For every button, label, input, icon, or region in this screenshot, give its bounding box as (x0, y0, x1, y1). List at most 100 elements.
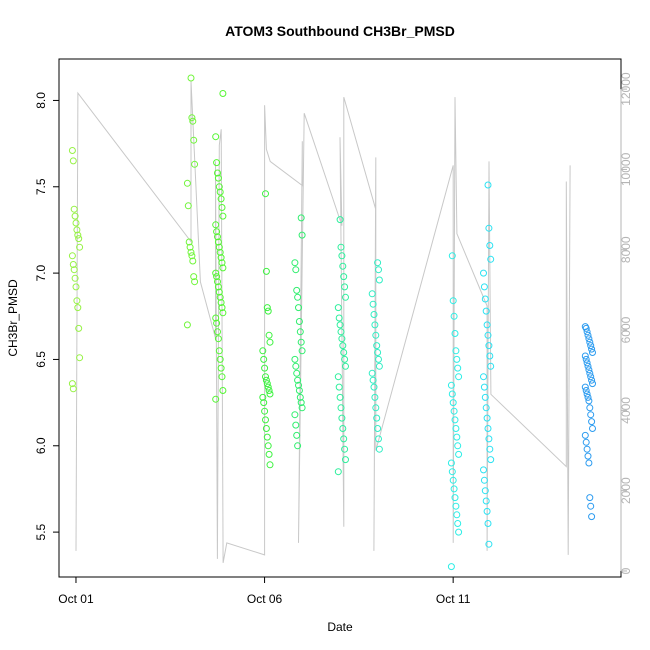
data-point (212, 314, 220, 322)
data-point (447, 381, 455, 389)
data-point (189, 117, 197, 125)
data-point (215, 243, 223, 251)
data-point (483, 321, 491, 329)
data-point (297, 399, 305, 407)
data-point (215, 288, 223, 296)
data-point (485, 540, 493, 548)
data-point (214, 283, 222, 291)
data-point (218, 204, 226, 211)
data-point (213, 319, 221, 327)
data-point (480, 476, 488, 484)
data-point (447, 563, 455, 571)
data-point (484, 181, 492, 189)
left-tick-label: 7.5 (34, 178, 48, 195)
data-point (297, 338, 305, 346)
data-point (261, 407, 269, 415)
data-point (487, 456, 495, 464)
data-point (213, 228, 221, 236)
data-point (587, 373, 595, 381)
data-point (218, 304, 226, 312)
data-point (368, 290, 376, 298)
data-point (485, 342, 493, 350)
x-tick-label: Oct 01 (58, 592, 94, 606)
data-point (261, 364, 269, 372)
data-point (291, 355, 299, 363)
data-point (266, 461, 274, 469)
data-point (586, 369, 594, 377)
data-point (582, 387, 590, 394)
data-point (72, 219, 80, 227)
data-point (481, 393, 489, 401)
data-point (292, 421, 300, 429)
data-point (586, 404, 594, 412)
data-point (213, 159, 221, 167)
data-point (219, 309, 227, 317)
data-point (375, 266, 382, 274)
data-point (452, 425, 460, 432)
data-point (335, 314, 343, 322)
data-point (372, 404, 380, 412)
right-tick-label: 6000 (619, 316, 633, 343)
data-point (338, 414, 346, 422)
data-point (191, 160, 199, 168)
data-point (484, 331, 492, 339)
data-point (339, 262, 347, 270)
data-point (216, 355, 224, 363)
data-point (341, 283, 349, 291)
data-point (375, 435, 382, 443)
data-point (260, 355, 268, 363)
data-point (334, 304, 342, 312)
data-point (69, 157, 77, 165)
data-point (452, 347, 460, 355)
data-point (584, 393, 592, 401)
data-point (265, 331, 273, 339)
data-point (485, 224, 493, 232)
data-point (298, 231, 306, 239)
left-tick-label: 6.5 (34, 351, 48, 368)
data-point (339, 342, 347, 350)
data-point (584, 331, 592, 339)
data-point (298, 347, 306, 355)
data-point (485, 435, 493, 443)
data-point (336, 321, 344, 329)
data-point (266, 338, 274, 346)
data-point (585, 366, 593, 374)
data-point (583, 445, 591, 453)
data-point (371, 321, 379, 329)
data-point (451, 494, 459, 502)
data-point (265, 450, 273, 458)
data-point (482, 307, 490, 315)
x-axis-label: Date (327, 620, 353, 634)
data-point (213, 273, 221, 281)
data-point (452, 502, 460, 510)
data-point (190, 136, 198, 144)
data-point (588, 418, 596, 426)
data-point (589, 380, 596, 388)
data-point (76, 354, 84, 362)
right-tick-label: 10000 (619, 152, 633, 186)
data-point (375, 276, 383, 284)
data-point (214, 278, 221, 286)
data-point (480, 373, 487, 381)
data-point (295, 318, 303, 325)
data-point (450, 407, 458, 415)
data-point (187, 74, 195, 82)
data-point (369, 376, 377, 384)
right-tick-label: 2000 (619, 477, 633, 504)
data-point (262, 267, 270, 275)
data-point (487, 362, 495, 370)
data-point (219, 264, 227, 272)
data-point (291, 411, 299, 419)
left-tick-label: 7.0 (34, 264, 48, 281)
data-point (455, 373, 463, 381)
data-point (217, 254, 225, 262)
data-point (486, 445, 494, 453)
data-point (480, 466, 487, 474)
data-point (294, 442, 302, 450)
data-point (216, 248, 224, 256)
data-point (214, 174, 222, 182)
data-point (294, 376, 302, 384)
data-point (334, 373, 342, 381)
left-tick-label: 5.5 (34, 523, 48, 540)
data-point (589, 425, 596, 432)
